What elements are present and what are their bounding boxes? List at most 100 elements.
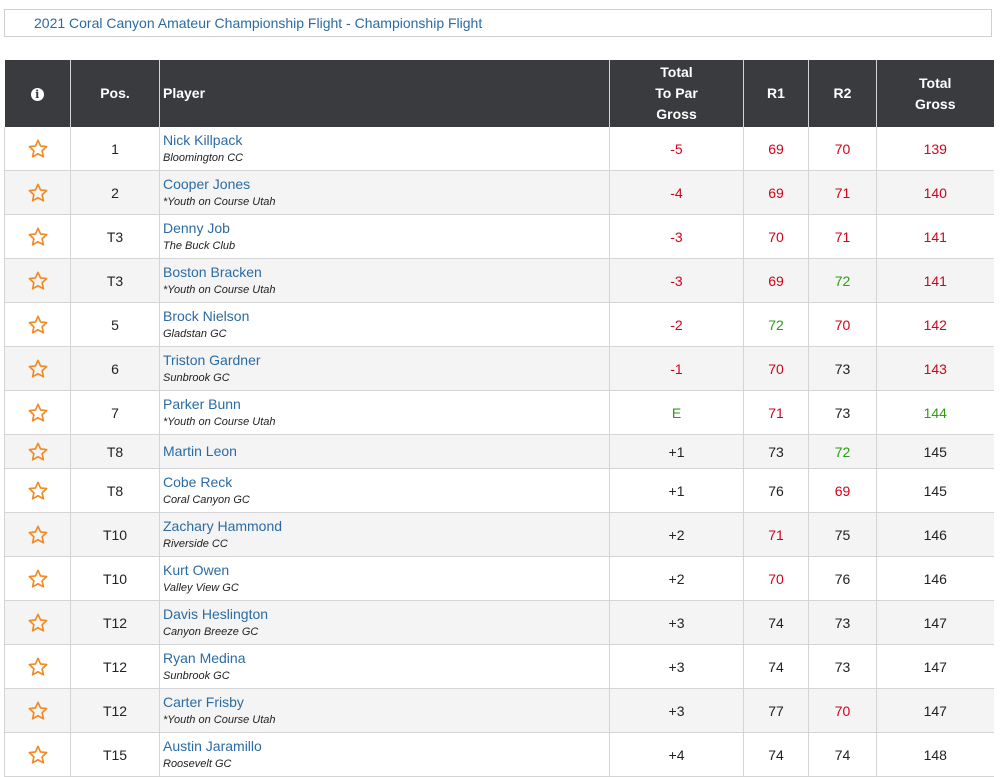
r2-score-cell[interactable]: 73 bbox=[808, 390, 877, 435]
position-cell: 5 bbox=[70, 302, 160, 347]
total-gross-cell: 145 bbox=[876, 434, 994, 469]
to-par-cell: -1 bbox=[609, 346, 744, 391]
info-column-header[interactable]: i bbox=[4, 60, 71, 127]
position-cell: T12 bbox=[70, 644, 160, 689]
r2-score-cell[interactable]: 74 bbox=[808, 732, 877, 777]
player-name-link[interactable]: Nick Killpack bbox=[163, 131, 243, 148]
player-name-link[interactable]: Brock Nielson bbox=[163, 307, 250, 324]
r1-score-cell[interactable]: 71 bbox=[743, 512, 809, 557]
r1-column-header[interactable]: R1 bbox=[743, 60, 809, 127]
player-cell: Austin Jaramillo Roosevelt GC bbox=[159, 732, 610, 777]
player-club: Coral Canyon GC bbox=[163, 493, 250, 506]
table-row: T8 Cobe Reck Coral Canyon GC +1 76 69 145 bbox=[4, 468, 994, 513]
r2-score-cell[interactable]: 72 bbox=[808, 258, 877, 303]
r1-score-cell[interactable]: 72 bbox=[743, 302, 809, 347]
player-name-link[interactable]: Triston Gardner bbox=[163, 351, 261, 368]
table-row: 2 Cooper Jones *Youth on Course Utah -4 69 71… bbox=[4, 170, 994, 215]
star-icon[interactable] bbox=[27, 480, 49, 502]
table-row: T12 Ryan Medina Sunbrook GC +3 74 73 147 bbox=[4, 644, 994, 689]
r1-score-cell[interactable]: 73 bbox=[743, 434, 809, 469]
player-name-link[interactable]: Carter Frisby bbox=[163, 693, 244, 710]
header-row: i Pos. Player Total To Par Gross R1 R2 T… bbox=[4, 60, 994, 127]
favorite-cell bbox=[4, 170, 71, 215]
r1-score-cell[interactable]: 69 bbox=[743, 258, 809, 303]
r2-score-cell[interactable]: 70 bbox=[808, 127, 877, 171]
player-name-link[interactable]: Davis Heslington bbox=[163, 605, 269, 622]
table-row: T15 Austin Jaramillo Roosevelt GC +4 74 74 148 bbox=[4, 732, 994, 777]
star-icon[interactable] bbox=[27, 612, 49, 634]
r1-score-cell[interactable]: 70 bbox=[743, 346, 809, 391]
player-name-link[interactable]: Martin Leon bbox=[163, 443, 237, 459]
r2-score-cell[interactable]: 71 bbox=[808, 170, 877, 215]
info-circle-icon[interactable]: i bbox=[30, 88, 44, 101]
player-name-link[interactable]: Kurt Owen bbox=[163, 561, 230, 578]
to-par-cell: +2 bbox=[609, 512, 744, 557]
player-column-header[interactable]: Player bbox=[159, 60, 610, 127]
total-gross-cell: 147 bbox=[876, 600, 994, 645]
r1-score-cell[interactable]: 70 bbox=[743, 556, 809, 601]
favorite-cell bbox=[4, 644, 71, 689]
table-row: T12 Carter Frisby *Youth on Course Utah +3 7… bbox=[4, 688, 994, 733]
star-icon[interactable] bbox=[27, 700, 49, 722]
favorite-cell bbox=[4, 512, 71, 557]
player-name-link[interactable]: Denny Job bbox=[163, 219, 230, 236]
table-row: T12 Davis Heslington Canyon Breeze GC +3 74 7… bbox=[4, 600, 994, 645]
star-icon[interactable] bbox=[27, 402, 49, 424]
r2-score-cell[interactable]: 73 bbox=[808, 600, 877, 645]
r1-score-cell[interactable]: 69 bbox=[743, 170, 809, 215]
to-par-cell: -2 bbox=[609, 302, 744, 347]
to-par-cell: +4 bbox=[609, 732, 744, 777]
player-club: *Youth on Course Utah bbox=[163, 415, 276, 428]
r1-score-cell[interactable]: 69 bbox=[743, 127, 809, 171]
pos-column-header[interactable]: Pos. bbox=[70, 60, 160, 127]
r1-score-cell[interactable]: 70 bbox=[743, 214, 809, 259]
star-icon[interactable] bbox=[27, 656, 49, 678]
star-icon[interactable] bbox=[27, 524, 49, 546]
r2-score-cell[interactable]: 71 bbox=[808, 214, 877, 259]
star-icon[interactable] bbox=[27, 441, 49, 463]
table-row: 7 Parker Bunn *Youth on Course Utah E 71 73 14… bbox=[4, 390, 994, 435]
star-icon[interactable] bbox=[27, 568, 49, 590]
r1-score-cell[interactable]: 74 bbox=[743, 600, 809, 645]
r2-score-cell[interactable]: 70 bbox=[808, 302, 877, 347]
star-icon[interactable] bbox=[27, 226, 49, 248]
player-name-link[interactable]: Boston Bracken bbox=[163, 263, 262, 280]
favorite-cell bbox=[4, 214, 71, 259]
r2-score-cell[interactable]: 73 bbox=[808, 644, 877, 689]
favorite-cell bbox=[4, 688, 71, 733]
player-name-link[interactable]: Ryan Medina bbox=[163, 649, 246, 666]
r2-column-header[interactable]: R2 bbox=[808, 60, 877, 127]
r2-score-cell[interactable]: 70 bbox=[808, 688, 877, 733]
star-icon[interactable] bbox=[27, 182, 49, 204]
flight-title[interactable]: 2021 Coral Canyon Amateur Championship F… bbox=[34, 15, 483, 31]
player-cell: Nick Killpack Bloomington CC bbox=[159, 127, 610, 171]
total-gross-column-header[interactable]: Total Gross bbox=[876, 60, 994, 127]
total-gross-cell: 147 bbox=[876, 688, 994, 733]
player-name-link[interactable]: Zachary Hammond bbox=[163, 517, 283, 534]
star-icon[interactable] bbox=[27, 138, 49, 160]
position-cell: T10 bbox=[70, 512, 160, 557]
r2-score-cell[interactable]: 76 bbox=[808, 556, 877, 601]
star-icon[interactable] bbox=[27, 314, 49, 336]
r2-score-cell[interactable]: 73 bbox=[808, 346, 877, 391]
total-gross-cell: 147 bbox=[876, 644, 994, 689]
player-name-link[interactable]: Austin Jaramillo bbox=[163, 737, 262, 754]
star-icon[interactable] bbox=[27, 744, 49, 766]
player-name-link[interactable]: Cooper Jones bbox=[163, 175, 251, 192]
r1-score-cell[interactable]: 76 bbox=[743, 468, 809, 513]
star-icon[interactable] bbox=[27, 358, 49, 380]
r2-score-cell[interactable]: 72 bbox=[808, 434, 877, 469]
player-name-link[interactable]: Parker Bunn bbox=[163, 395, 241, 412]
player-name-link[interactable]: Cobe Reck bbox=[163, 473, 233, 490]
r1-score-cell[interactable]: 71 bbox=[743, 390, 809, 435]
player-club: Roosevelt GC bbox=[163, 757, 232, 770]
to-par-column-header[interactable]: Total To Par Gross bbox=[609, 60, 744, 127]
r1-score-cell[interactable]: 74 bbox=[743, 732, 809, 777]
r1-score-cell[interactable]: 74 bbox=[743, 644, 809, 689]
star-icon[interactable] bbox=[27, 270, 49, 292]
r1-score-cell[interactable]: 77 bbox=[743, 688, 809, 733]
to-par-cell: -3 bbox=[609, 214, 744, 259]
player-club: Sunbrook GC bbox=[163, 371, 230, 384]
r2-score-cell[interactable]: 69 bbox=[808, 468, 877, 513]
r2-score-cell[interactable]: 75 bbox=[808, 512, 877, 557]
